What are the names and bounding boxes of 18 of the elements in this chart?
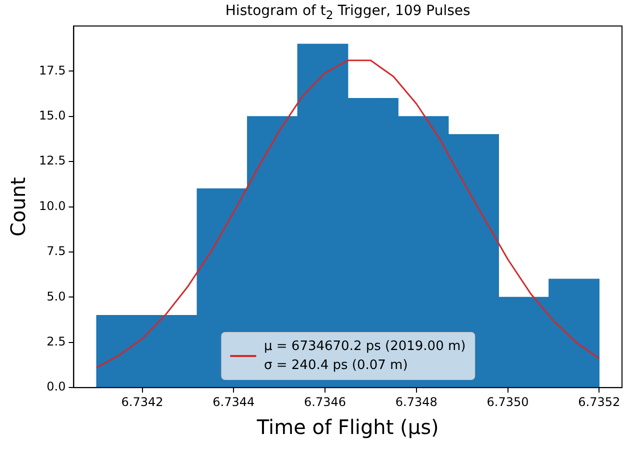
chart-title: Histogram of t$_{2}$ Trigger, 109 Pulses xyxy=(224,3,472,22)
y-tick-label: 2.5 xyxy=(46,334,66,349)
x-axis-title: Time of Flight (µs) xyxy=(256,415,439,440)
x-tick-label: 6.7342 xyxy=(121,394,164,409)
y-tick-label: 7.5 xyxy=(46,244,66,258)
y-tick-label: 12.5 xyxy=(39,154,66,168)
x-tick-label: 6.7348 xyxy=(395,394,438,409)
x-tick-label: 6.7350 xyxy=(486,394,529,409)
y-tick-label: 17.5 xyxy=(39,63,66,78)
x-tick-label: 6.7344 xyxy=(212,394,255,409)
x-tick-label: 6.7346 xyxy=(304,394,346,409)
y-tick-label: 15.0 xyxy=(39,108,66,123)
y-tick-label: 0.0 xyxy=(46,380,66,394)
legend-label: μ = 6734670.2 ps (2019.00 m) σ = 240.4 ps (0.07 m) xyxy=(264,338,466,375)
y-tick-label: 5.0 xyxy=(46,289,66,304)
y-tick-label: 10.0 xyxy=(39,198,66,213)
x-tick-label: 6.7352 xyxy=(578,394,620,409)
y-axis-title: Count xyxy=(6,176,30,237)
